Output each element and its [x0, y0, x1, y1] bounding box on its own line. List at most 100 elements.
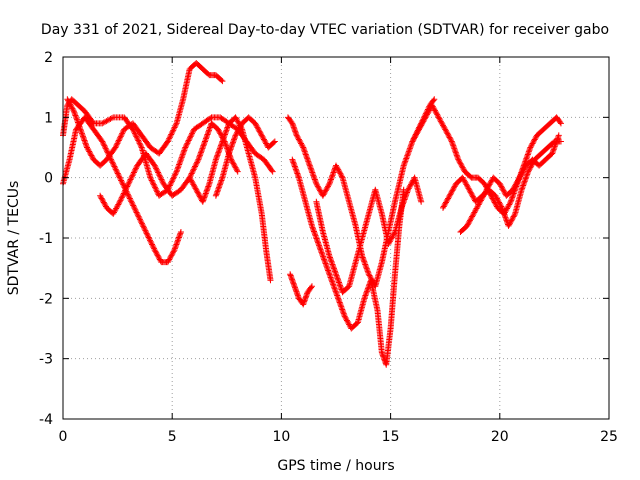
data-point-marker [400, 199, 407, 206]
data-point-marker [463, 181, 470, 188]
data-point-marker [172, 170, 179, 177]
data-point-marker [403, 190, 410, 197]
data-point-marker [526, 165, 533, 172]
data-point-marker [218, 141, 225, 148]
data-point-marker [553, 139, 560, 146]
data-point-marker [309, 224, 316, 231]
data-point-marker [290, 159, 297, 166]
data-point-marker [149, 242, 156, 249]
data-point-marker [213, 153, 220, 160]
data-point-marker [115, 138, 122, 145]
data-point-marker [324, 184, 331, 191]
data-point-marker [168, 179, 175, 186]
data-point-marker [314, 183, 321, 190]
data-point-marker [487, 180, 494, 187]
data-point-marker [418, 122, 425, 129]
data-point-marker [139, 222, 146, 229]
data-point-marker [308, 283, 315, 290]
data-point-marker [186, 136, 193, 143]
data-point-marker [178, 155, 185, 162]
data-point-marker [171, 245, 178, 252]
data-point-marker [134, 210, 141, 217]
x-tick-label: 20 [491, 429, 509, 445]
data-point-marker [148, 240, 155, 247]
data-point-marker [137, 217, 144, 224]
data-point-marker [446, 192, 453, 199]
data-point-marker [330, 265, 337, 272]
data-point-marker [142, 227, 149, 234]
data-point-marker [454, 153, 461, 160]
data-point-marker [506, 201, 513, 208]
data-point-marker [122, 186, 129, 193]
data-point-marker [327, 177, 334, 184]
y-tick-label: 1 [44, 110, 53, 126]
data-point-marker [339, 307, 346, 314]
data-point-marker [164, 138, 171, 145]
data-point-marker [120, 190, 127, 197]
data-point-marker [505, 202, 512, 209]
data-point-marker [294, 170, 301, 177]
data-point-marker [308, 222, 315, 229]
data-point-marker [338, 171, 345, 178]
data-point-marker [199, 144, 206, 151]
data-point-marker [166, 182, 173, 189]
data-point-marker [177, 230, 184, 237]
data-point-marker [335, 166, 342, 173]
data-point-marker [173, 168, 180, 175]
data-point-marker [98, 195, 105, 202]
data-point-marker [261, 137, 268, 144]
data-point-marker [481, 190, 488, 197]
data-point-marker [459, 174, 466, 181]
data-point-marker [167, 253, 174, 260]
data-point-marker [217, 180, 224, 187]
data-point-marker [450, 142, 457, 149]
data-point-marker [74, 118, 81, 125]
data-point-marker [447, 191, 454, 198]
data-point-marker [363, 288, 370, 295]
series-track-1 [60, 96, 276, 199]
data-point-marker [258, 131, 265, 138]
data-point-marker [127, 176, 134, 183]
data-point-marker [122, 187, 129, 194]
data-point-marker [451, 183, 458, 190]
data-point-marker [316, 187, 323, 194]
data-point-marker [135, 213, 142, 220]
data-point-marker [235, 127, 242, 134]
data-point-marker [115, 171, 122, 178]
data-point-marker [311, 229, 318, 236]
data-point-marker [203, 189, 210, 196]
data-point-marker [364, 286, 371, 293]
series-track-3 [64, 60, 226, 169]
data-point-marker [509, 186, 516, 193]
data-point-marker [83, 141, 90, 148]
data-point-marker [145, 234, 152, 241]
data-point-marker [88, 152, 95, 159]
series-track-13 [457, 132, 562, 235]
data-point-marker [332, 286, 339, 293]
data-point-marker [153, 251, 160, 258]
data-point-marker [458, 163, 465, 170]
data-point-marker [406, 145, 413, 152]
data-point-marker [446, 134, 453, 141]
data-point-marker [253, 123, 260, 130]
data-point-marker [324, 266, 331, 273]
data-point-marker [337, 300, 344, 307]
data-point-marker [71, 109, 78, 116]
data-point-marker [215, 149, 222, 156]
data-point-marker [404, 152, 411, 159]
data-point-marker [408, 139, 415, 146]
data-point-marker [335, 276, 342, 283]
data-point-marker [102, 144, 108, 151]
data-point-marker [67, 101, 74, 108]
data-point-marker [128, 198, 135, 205]
data-point-marker [501, 211, 508, 218]
data-point-marker [255, 125, 262, 132]
data-point-marker [452, 148, 459, 155]
data-point-marker [64, 96, 71, 103]
data-point-marker [360, 255, 367, 262]
data-point-marker [293, 169, 300, 176]
series-track-9 [287, 271, 315, 308]
data-point-marker [133, 134, 140, 141]
data-point-marker [482, 188, 489, 195]
data-point-marker [214, 152, 221, 159]
